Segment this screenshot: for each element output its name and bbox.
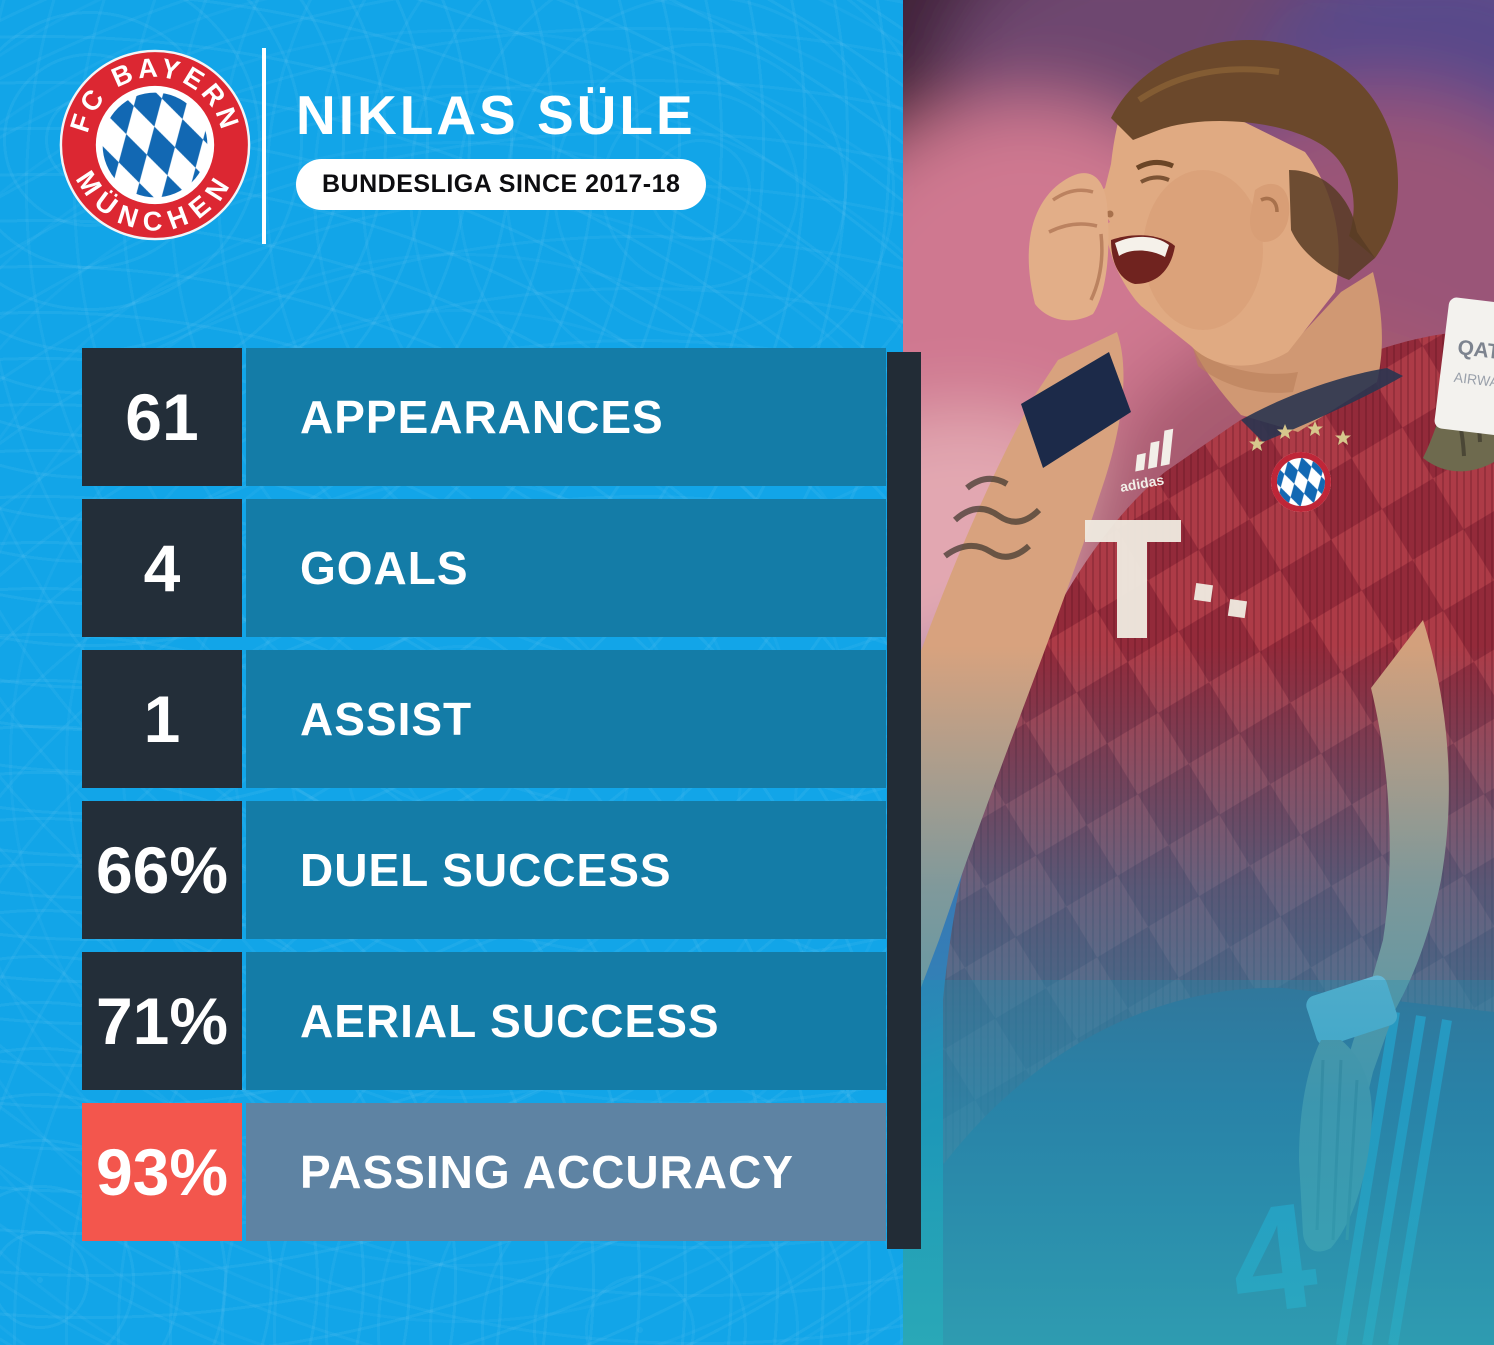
duotone-overlay [903,0,1494,1345]
stat-label: AERIAL SUCCESS [300,995,720,1047]
stat-label: GOALS [300,542,469,594]
stat-label: DUEL SUCCESS [300,844,672,896]
stat-value: 61 [82,348,242,486]
title-block: NIKLAS SÜLE BUNDESLIGA SINCE 2017-18 [296,48,707,210]
player-name-title: NIKLAS SÜLE [296,84,696,146]
stat-label: PASSING ACCURACY [300,1146,794,1198]
player-photo: 4 [903,0,1494,1345]
stat-label: APPEARANCES [300,391,664,443]
stat-label-bar: DUEL SUCCESS [246,801,886,939]
crest-lozenge-field [102,92,208,198]
stat-row: 71% AERIAL SUCCESS [82,952,886,1090]
stat-value: 71% [82,952,242,1090]
stats-shadow-strip [887,352,921,1249]
header-divider [262,48,266,244]
header: FC BAYERN MÜNCHEN NIKLAS SÜLE BUNDESLIGA… [58,48,707,244]
stat-label-bar: GOALS [246,499,886,637]
stat-row: 1 ASSIST [82,650,886,788]
stat-label: ASSIST [300,693,473,745]
player-photo-illustration: 4 [903,0,1494,1345]
stat-label-bar: AERIAL SUCCESS [246,952,886,1090]
subtitle-pill: BUNDESLIGA SINCE 2017-18 [296,159,707,210]
stats-table: 61 APPEARANCES 4 GOALS 1 ASSIST 66% DUEL… [82,348,886,1241]
stat-label-bar: APPEARANCES [246,348,886,486]
stat-value: 1 [82,650,242,788]
subtitle-text: BUNDESLIGA SINCE 2017-18 [322,170,681,198]
stat-row: 61 APPEARANCES [82,348,886,486]
stat-label-bar: ASSIST [246,650,886,788]
stat-row: 4 GOALS [82,499,886,637]
stat-row: 66% DUEL SUCCESS [82,801,886,939]
stat-label-bar: PASSING ACCURACY [246,1103,886,1241]
stat-value: 93% [82,1103,242,1241]
stat-value: 66% [82,801,242,939]
stat-value: 4 [82,499,242,637]
stat-row: 93% PASSING ACCURACY [82,1103,886,1241]
club-crest-logo: FC BAYERN MÜNCHEN [59,49,251,241]
